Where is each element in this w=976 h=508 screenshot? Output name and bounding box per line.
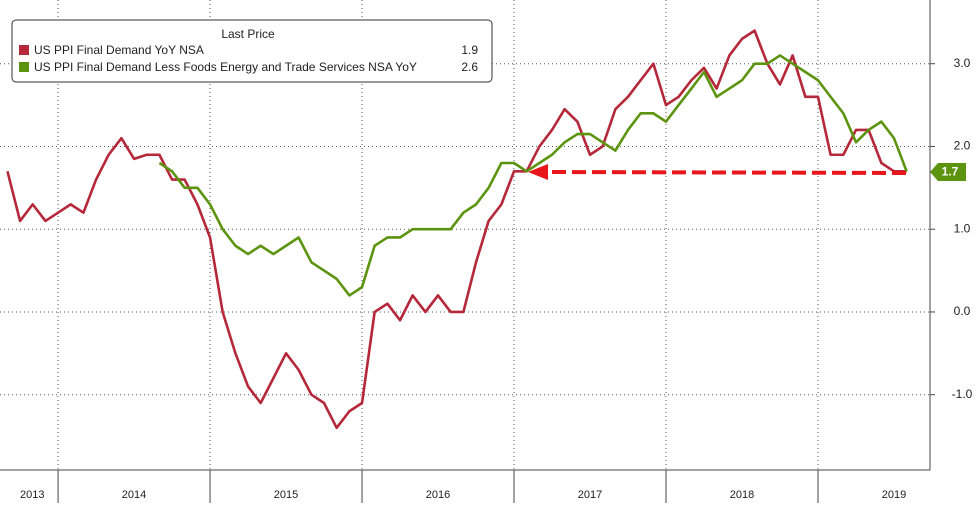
arrow-shaft bbox=[544, 170, 907, 175]
x-tick-label: 2013 bbox=[20, 489, 44, 501]
y-tick-label: 3.0 bbox=[954, 56, 971, 70]
x-tick-label: 2017 bbox=[578, 489, 602, 501]
legend: Last Price US PPI Final Demand YoY NSA 1… bbox=[11, 19, 493, 83]
lines bbox=[6, 29, 908, 430]
y-tick-label: -1.0 bbox=[952, 387, 973, 401]
last-value-tag: 1.7 bbox=[930, 163, 966, 181]
legend-swatch bbox=[19, 62, 29, 72]
arrow-head bbox=[528, 164, 548, 180]
tag-label: 1.7 bbox=[942, 165, 959, 179]
x-tick-label: 2015 bbox=[274, 489, 298, 501]
legend-swatch bbox=[19, 45, 29, 55]
legend-label: US PPI Final Demand YoY NSA bbox=[34, 43, 204, 57]
legend-value: 2.6 bbox=[461, 60, 478, 74]
legend-value: 1.9 bbox=[461, 43, 478, 57]
x-tick-label: 2016 bbox=[426, 489, 450, 501]
legend-label: US PPI Final Demand Less Foods Energy an… bbox=[34, 60, 417, 74]
series-line bbox=[6, 29, 907, 430]
x-tick-label: 2018 bbox=[730, 489, 754, 501]
x-tick-label: 2014 bbox=[122, 489, 146, 501]
legend-box bbox=[11, 19, 493, 83]
arrow-annotation bbox=[528, 164, 907, 180]
y-tick-label: 2.0 bbox=[954, 139, 971, 153]
series-line bbox=[158, 54, 908, 297]
y-tick-label: 1.0 bbox=[954, 221, 971, 235]
tag-bg bbox=[930, 163, 966, 181]
x-tick-label: 2019 bbox=[882, 489, 906, 501]
y-tick-label: 0.0 bbox=[954, 304, 971, 318]
legend-title: Last Price bbox=[221, 27, 275, 41]
